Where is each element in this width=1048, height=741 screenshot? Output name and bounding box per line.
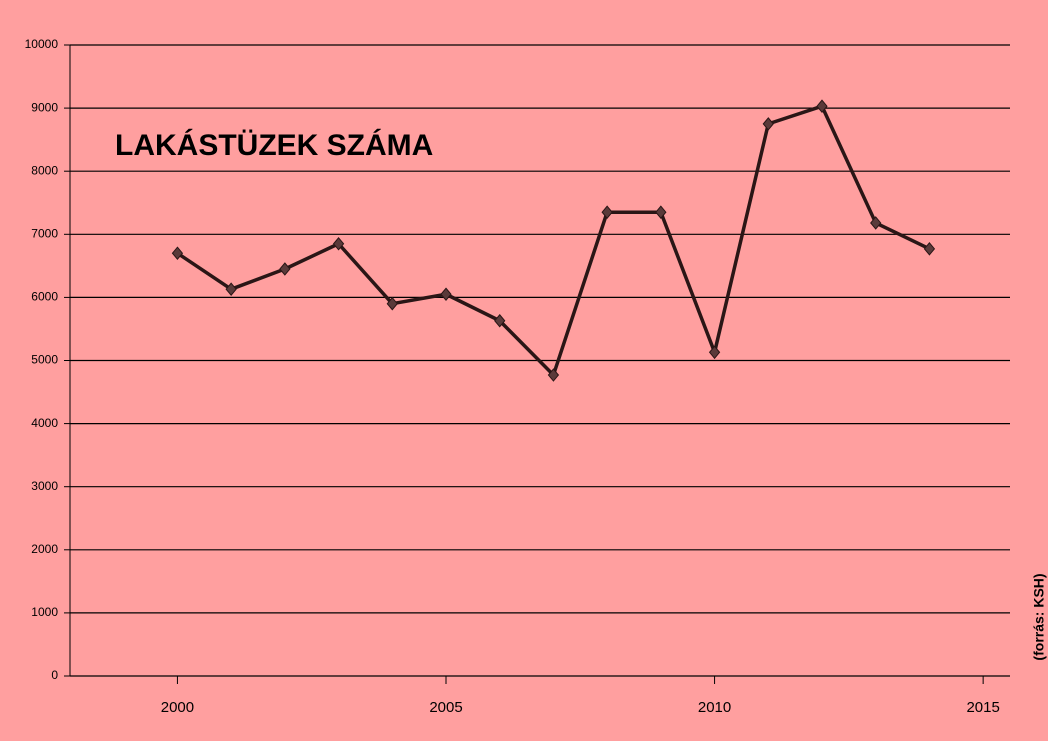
y-tick-label: 10000 — [25, 37, 59, 51]
source-note: (forrás: KSH) — [1031, 573, 1047, 660]
x-tick-label: 2015 — [966, 699, 999, 716]
marker — [601, 205, 613, 219]
x-tick-label: 2000 — [161, 699, 194, 716]
y-tick-label: 0 — [51, 668, 58, 682]
y-tick-label: 7000 — [31, 226, 58, 240]
y-tick-label: 4000 — [31, 416, 58, 430]
marker — [762, 117, 774, 131]
y-tick-label: 5000 — [31, 353, 58, 367]
y-tick-label: 8000 — [31, 163, 58, 177]
marker — [494, 313, 506, 328]
marker — [655, 205, 667, 219]
marker — [816, 99, 828, 113]
marker — [870, 216, 882, 230]
marker — [708, 345, 721, 360]
y-tick-label: 6000 — [31, 290, 58, 304]
y-tick-label: 2000 — [31, 542, 58, 556]
marker — [923, 242, 936, 256]
x-tick-label: 2005 — [429, 699, 462, 716]
marker — [225, 282, 237, 296]
marker — [332, 236, 345, 251]
y-tick-label: 1000 — [31, 605, 58, 619]
y-tick-label: 3000 — [31, 479, 58, 493]
marker — [386, 296, 398, 311]
marker — [279, 262, 291, 276]
y-tick-label: 9000 — [31, 100, 58, 114]
x-tick-label: 2010 — [698, 699, 731, 716]
marker — [171, 246, 184, 261]
marker — [547, 368, 560, 382]
chart-title: LAKÁSTÜZEK SZÁMA — [115, 128, 433, 162]
marker — [440, 287, 452, 302]
